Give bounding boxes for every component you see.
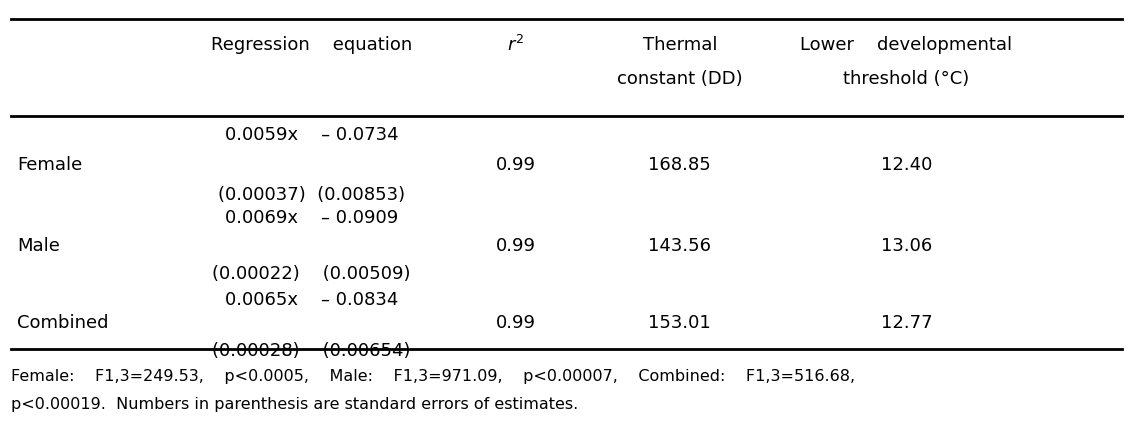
- Text: 12.77: 12.77: [880, 314, 932, 332]
- Text: 0.99: 0.99: [495, 237, 536, 255]
- Text: 143.56: 143.56: [648, 237, 712, 255]
- Text: 153.01: 153.01: [648, 314, 712, 332]
- Text: Thermal: Thermal: [642, 36, 717, 54]
- Text: 0.99: 0.99: [495, 156, 536, 174]
- Text: constant (DD): constant (DD): [617, 70, 742, 88]
- Text: 13.06: 13.06: [880, 237, 932, 255]
- Text: Male: Male: [17, 237, 60, 255]
- Text: 0.0059x    – 0.0734: 0.0059x – 0.0734: [224, 126, 399, 144]
- Text: p<0.00019.  Numbers in parenthesis are standard errors of estimates.: p<0.00019. Numbers in parenthesis are st…: [11, 397, 579, 412]
- Text: $r^2$: $r^2$: [506, 35, 525, 55]
- Text: 168.85: 168.85: [648, 156, 712, 174]
- Text: Female:    F1,3=249.53,    p<0.0005,    Male:    F1,3=971.09,    p<0.00007,    C: Female: F1,3=249.53, p<0.0005, Male: F1,…: [11, 369, 855, 384]
- Text: Combined: Combined: [17, 314, 109, 332]
- Text: (0.00037)  (0.00853): (0.00037) (0.00853): [218, 186, 406, 204]
- Text: threshold (°C): threshold (°C): [843, 70, 970, 88]
- Text: Regression    equation: Regression equation: [211, 36, 412, 54]
- Text: Female: Female: [17, 156, 83, 174]
- Text: (0.00022)    (0.00509): (0.00022) (0.00509): [212, 265, 411, 283]
- Text: 0.99: 0.99: [495, 314, 536, 332]
- Text: 12.40: 12.40: [880, 156, 932, 174]
- Text: Lower    developmental: Lower developmental: [800, 36, 1013, 54]
- Text: (0.00028)    (0.00654): (0.00028) (0.00654): [212, 342, 411, 360]
- Text: 0.0065x    – 0.0834: 0.0065x – 0.0834: [224, 291, 399, 309]
- Text: 0.0069x    – 0.0909: 0.0069x – 0.0909: [225, 209, 398, 227]
